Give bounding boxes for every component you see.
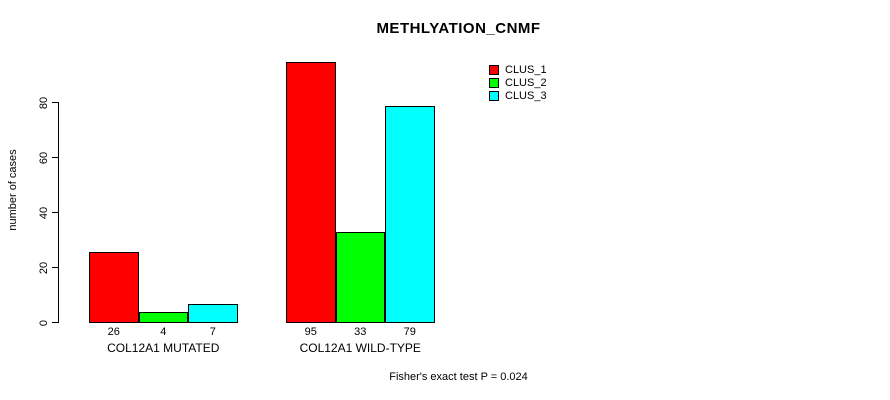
bar-value-label: 4	[160, 326, 167, 338]
bar-value-label: 7	[209, 326, 216, 338]
bar-clus_1-1	[89, 251, 139, 323]
bar-clus_1-2	[286, 61, 336, 323]
legend-label-clus_3: CLUS_3	[505, 89, 547, 102]
bar-value-label: 95	[304, 326, 317, 338]
bar-clus_2-1	[138, 312, 188, 323]
y-axis-tick-label: 20	[38, 261, 50, 274]
bar-clus_3-1	[188, 303, 238, 323]
legend-label-clus_2: CLUS_2	[505, 76, 547, 89]
x-group-label: COL12A1 MUTATED	[107, 341, 220, 355]
bar-value-label: 26	[107, 326, 120, 338]
y-axis-line	[58, 102, 59, 323]
bar-value-label: 33	[354, 326, 367, 338]
y-axis-tick	[52, 157, 58, 158]
legend-swatch-clus_2	[489, 77, 499, 88]
bar-clus_3-2	[385, 105, 435, 323]
y-axis-tick	[52, 212, 58, 213]
legend-label-clus_1: CLUS_1	[505, 64, 547, 76]
y-axis-tick	[52, 322, 58, 323]
bar-clus_2-2	[335, 232, 385, 323]
y-axis-tick	[52, 102, 58, 103]
y-axis-tick-label: 60	[38, 151, 50, 164]
chart-title: METHLYATION_CNMF	[376, 20, 541, 37]
y-axis-label: number of cases	[7, 149, 19, 231]
y-axis-tick-label: 0	[38, 319, 50, 326]
y-axis-tick-label: 40	[38, 206, 50, 219]
x-group-label: COL12A1 WILD-TYPE	[299, 341, 421, 355]
legend-swatch-clus_3	[489, 90, 499, 101]
legend-swatch-clus_1	[489, 65, 499, 75]
y-axis-tick-label: 80	[38, 96, 50, 109]
y-axis-tick	[52, 267, 58, 268]
annotation-pvalue: Fisher's exact test P = 0.024	[389, 371, 528, 383]
bar-value-label: 79	[403, 326, 416, 338]
